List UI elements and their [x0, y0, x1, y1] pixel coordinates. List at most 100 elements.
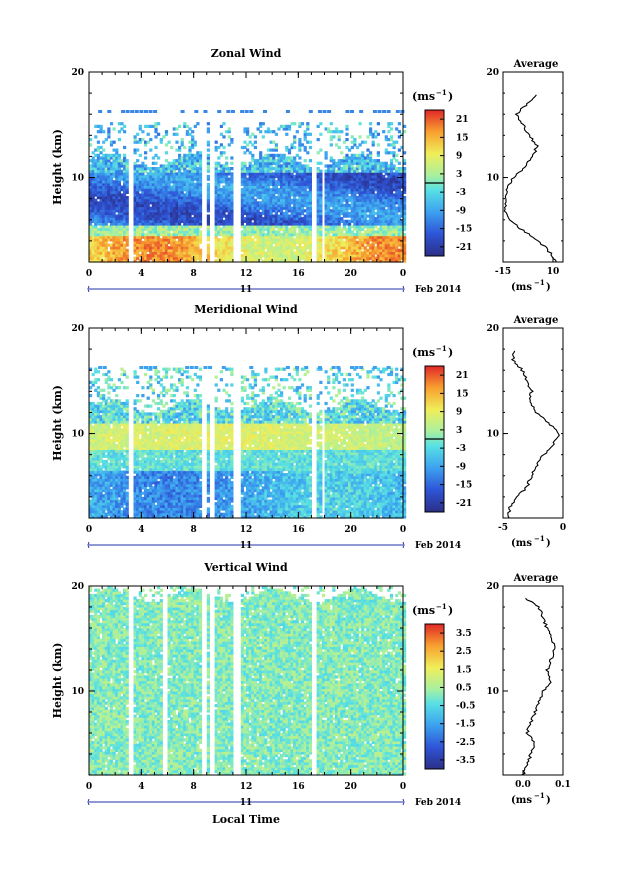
heatmap-cell	[144, 254, 148, 258]
heatmap-cell	[183, 174, 187, 179]
heatmap-cell	[117, 235, 121, 239]
heatmap-cell	[285, 174, 289, 179]
heatmap-cell	[191, 254, 195, 258]
heatmap-cell	[191, 256, 195, 260]
heatmap-cell	[280, 227, 284, 231]
heatmap-cell	[285, 248, 289, 252]
heatmap-cell	[175, 188, 179, 192]
heatmap-cell	[372, 110, 377, 113]
profile-x-tick-label: -15	[495, 267, 511, 277]
heatmap-cell	[99, 196, 103, 200]
x-tick-label: 12	[240, 269, 253, 279]
heatmap-cell	[217, 164, 221, 168]
heatmap-cell	[109, 238, 114, 242]
heatmap-cell	[117, 248, 121, 252]
heatmap-cell	[290, 161, 294, 165]
heatmap-cell	[274, 180, 278, 184]
heatmap-cell	[178, 198, 182, 202]
heatmap-cell	[188, 188, 192, 192]
heatmap-cell	[269, 201, 273, 205]
heatmap-cell	[162, 209, 166, 213]
heatmap-cell	[243, 130, 247, 134]
heatmap-cell	[280, 190, 284, 194]
heatmap-cell	[125, 248, 129, 252]
heatmap-cell	[162, 243, 166, 247]
heatmap-cell	[185, 193, 189, 197]
heatmap-cell	[91, 235, 95, 239]
heatmap-cell	[256, 248, 260, 252]
heatmap-cell	[227, 227, 231, 231]
profile-title: Average	[513, 59, 559, 70]
heatmap-cell	[277, 248, 281, 252]
heatmap-cell	[151, 177, 155, 181]
heatmap-cell	[256, 246, 260, 250]
heatmap-cell	[222, 206, 226, 210]
heatmap-cell	[154, 230, 158, 234]
heatmap-cell	[117, 222, 121, 226]
heatmap-cell	[149, 227, 153, 231]
heatmap-cell	[246, 248, 250, 252]
heatmap-cell	[180, 177, 184, 181]
heatmap-cell	[157, 193, 161, 197]
heatmap-cell	[214, 209, 218, 213]
heatmap-cell	[290, 174, 294, 179]
heatmap-cell	[133, 256, 137, 260]
heatmap-cell	[217, 246, 221, 250]
heatmap-cell	[259, 222, 263, 226]
heatmap-cell	[225, 164, 229, 168]
heatmap-cell	[193, 164, 197, 168]
heatmap-cell	[246, 233, 250, 237]
heatmap-cell	[104, 172, 108, 176]
heatmap-cell	[191, 156, 195, 160]
heatmap-cell	[138, 211, 142, 216]
heatmap-cell	[293, 243, 297, 247]
heatmap-cell	[219, 196, 223, 200]
heatmap-cell	[198, 198, 203, 202]
heatmap-cell	[115, 251, 119, 255]
heatmap-cell	[293, 222, 297, 226]
heatmap-cell	[300, 222, 305, 226]
heatmap-cell	[293, 177, 297, 181]
heatmap-cell	[162, 227, 166, 231]
heatmap-cell	[293, 214, 297, 218]
heatmap-cell	[193, 233, 197, 237]
heatmap-cell	[123, 201, 127, 205]
heatmap-cell	[225, 219, 229, 223]
heatmap-cell	[274, 185, 278, 189]
heatmap-cell	[123, 203, 127, 208]
heatmap-cell	[285, 219, 289, 223]
heatmap-cell	[259, 243, 263, 247]
heatmap-cell	[99, 159, 103, 163]
heatmap-cell	[295, 161, 299, 165]
heatmap-cell	[185, 230, 189, 234]
heatmap-cell	[298, 169, 302, 173]
heatmap-cell	[112, 254, 116, 258]
heatmap-cell	[102, 153, 106, 157]
heatmap-cell	[225, 233, 229, 237]
heatmap-cell	[91, 243, 95, 247]
heatmap-cell	[248, 209, 252, 213]
heatmap-cell	[188, 209, 192, 213]
heatmap-cell	[256, 206, 260, 210]
heatmap-cell	[172, 169, 176, 173]
heatmap-cell	[214, 180, 218, 184]
heatmap-cell	[107, 219, 111, 223]
heatmap-cell	[175, 240, 179, 245]
heatmap-cell	[227, 206, 231, 210]
heatmap-cell	[172, 174, 176, 179]
heatmap-cell	[225, 251, 229, 255]
heatmap-cell	[117, 214, 121, 218]
heatmap-cell	[159, 164, 163, 168]
heatmap-cell	[138, 180, 142, 184]
heatmap-cell	[167, 164, 171, 168]
heatmap-cell	[277, 177, 281, 181]
heatmap-cell	[133, 185, 137, 189]
heatmap-cell	[102, 217, 106, 221]
colorbar-tick-label: 21	[456, 115, 469, 125]
heatmap-cell	[175, 167, 179, 171]
heatmap-cell	[251, 209, 255, 213]
heatmap-cell	[157, 211, 161, 216]
heatmap-cell	[89, 198, 93, 202]
heatmap-cell	[141, 180, 145, 184]
heatmap-cell	[298, 185, 302, 189]
